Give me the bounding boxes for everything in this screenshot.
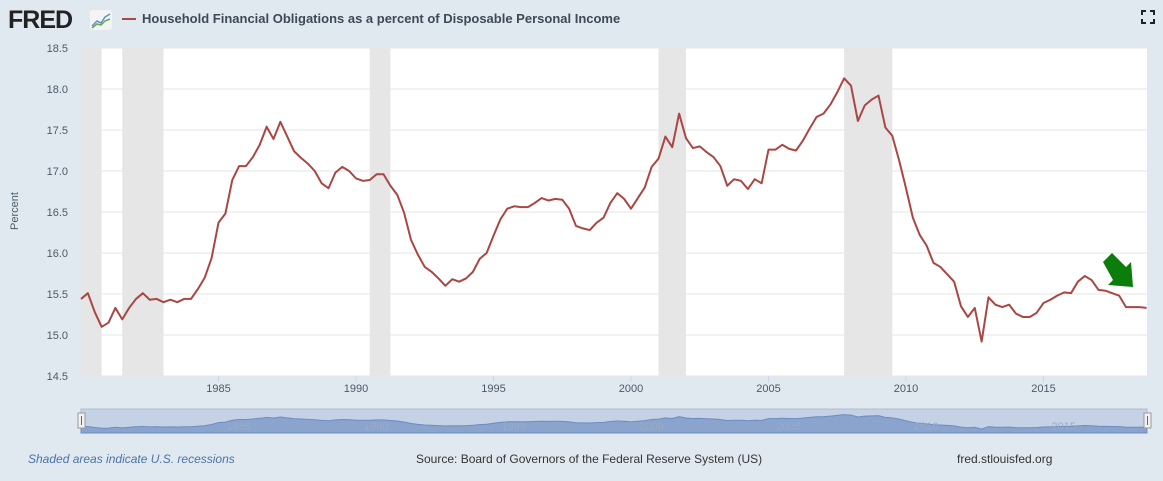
site-url[interactable]: fred.stlouisfed.org: [957, 452, 1053, 466]
legend-line-swatch: [122, 18, 136, 20]
x-tick-label: 1985: [206, 383, 230, 395]
series-legend-title: Household Financial Obligations as a per…: [142, 11, 621, 26]
fred-logo[interactable]: FRED: [8, 6, 73, 34]
x-tick-label: 1990: [344, 383, 368, 395]
fullscreen-expand-icon[interactable]: [1141, 10, 1155, 24]
navigator-tick-label: 2000: [639, 421, 663, 433]
y-tick-label: 15.5: [47, 289, 68, 301]
navigator-series-area: [80, 414, 1148, 434]
navigator-tick-label: 2010: [914, 421, 938, 433]
logo-graph-icon: [90, 10, 112, 30]
navigator-tick-label: 1995: [502, 421, 526, 433]
y-tick-label: 17.5: [47, 125, 68, 137]
navigator-tick-label: 1985: [227, 421, 251, 433]
y-tick-label: 18.5: [47, 43, 68, 55]
navigator-tick-label: 2005: [777, 421, 801, 433]
y-tick-label: 17.0: [47, 166, 68, 178]
green-arrow-annotation: [1103, 253, 1133, 287]
y-tick-label: 16.0: [47, 248, 68, 260]
navigator-tick-label: 2015: [1052, 421, 1076, 433]
y-tick-label: 18.0: [47, 84, 68, 96]
y-tick-label: 15.0: [47, 330, 68, 342]
y-tick-label: 14.5: [47, 371, 68, 383]
y-tick-label: 16.5: [47, 207, 68, 219]
x-tick-label: 1995: [481, 383, 505, 395]
navigator-tick-label: 1990: [364, 421, 388, 433]
recession-note-link[interactable]: Shaded areas indicate U.S. recessions: [28, 452, 235, 466]
source-text: Source: Board of Governors of the Federa…: [416, 452, 763, 466]
x-tick-label: 2015: [1031, 383, 1055, 395]
x-tick-label: 2000: [619, 383, 643, 395]
series-line: [80, 77, 1147, 343]
x-tick-label: 2010: [894, 383, 918, 395]
x-tick-label: 2005: [756, 383, 780, 395]
